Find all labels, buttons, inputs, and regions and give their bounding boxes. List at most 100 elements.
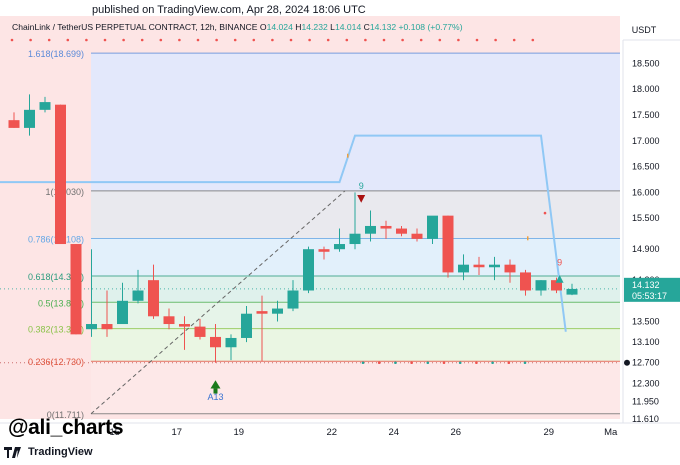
legend-part: 14.014 <box>335 22 364 32</box>
top-dot-marker <box>252 38 256 42</box>
top-dot-marker <box>326 38 330 42</box>
y-tick-label: 15.500 <box>632 213 660 223</box>
y-tick-label: 17.500 <box>632 110 660 120</box>
level-dot-marker <box>458 361 462 365</box>
top-dot-marker <box>196 38 200 42</box>
legend-part: L <box>330 22 335 32</box>
candle-body <box>241 313 252 338</box>
top-dot-marker <box>178 38 181 42</box>
top-dot-marker <box>401 38 404 42</box>
top-dot-marker <box>29 38 32 42</box>
fib-label: 0.236(12.730) <box>28 357 84 367</box>
x-tick-label: 15 <box>109 427 120 438</box>
tradingview-brand: TradingView <box>28 446 93 458</box>
level-dot-marker <box>475 361 478 365</box>
candle-body <box>473 264 485 268</box>
top-dot-marker <box>122 38 125 42</box>
candle-body <box>55 104 66 245</box>
author-handle: @ali_charts <box>8 416 124 439</box>
x-tick-label: Ma <box>604 427 618 438</box>
x-tick-label: 22 <box>326 427 337 438</box>
candle-body <box>256 311 268 314</box>
fib-label: 0.618(14.380) <box>28 272 84 282</box>
zone-0236 <box>91 361 620 414</box>
candle-body <box>365 225 376 234</box>
count-label-green: 9 <box>359 181 364 191</box>
top-dot-marker <box>382 38 386 42</box>
last-price-value: 14.132 <box>632 280 660 290</box>
y-tick-label: 18.000 <box>632 84 660 94</box>
top-dot-marker <box>345 38 349 42</box>
y-tick-label: 12.300 <box>632 378 660 388</box>
candle-body <box>287 290 299 309</box>
zone-05 <box>91 302 620 329</box>
zone-1618 <box>91 53 620 191</box>
y-tick-label: 11.610 <box>632 414 659 424</box>
buy-signal-stem <box>213 388 218 394</box>
fib-label: 0(11.711) <box>47 410 84 420</box>
level-dot-marker <box>410 361 413 365</box>
top-dot-marker <box>85 38 88 42</box>
candle-body <box>86 324 97 330</box>
top-dot-marker <box>531 38 535 42</box>
top-dot-marker <box>419 38 423 42</box>
candle-body <box>535 280 547 291</box>
zone-0382 <box>91 328 620 362</box>
top-dot-marker <box>233 38 237 42</box>
top-dot-marker <box>10 38 14 42</box>
tradingview-logo: TradingView <box>4 446 93 458</box>
last-price-tag <box>624 277 680 302</box>
candle-body <box>411 233 423 239</box>
tradingview-logo-icon <box>4 446 21 458</box>
legend-part: O <box>260 22 267 32</box>
candle-body <box>334 244 345 250</box>
level-dot-marker <box>491 361 494 365</box>
top-dot-marker <box>215 38 218 42</box>
fib-label: 0.5(13.871) <box>38 298 84 308</box>
y-tick-label: 11.950 <box>632 396 659 406</box>
candle-body <box>396 228 407 234</box>
y-tick-label: 13.100 <box>632 337 660 347</box>
red-dot-marker <box>543 211 547 215</box>
legend-line: ChainLink / TetherUS PERPETUAL CONTRACT,… <box>12 22 463 32</box>
candle-body <box>380 225 392 229</box>
candle-body <box>272 308 283 314</box>
top-dot-marker <box>47 38 51 42</box>
top-dot-marker <box>159 38 163 42</box>
top-dot-marker <box>475 38 479 42</box>
legend-part: C <box>364 22 370 32</box>
top-dot-marker <box>512 38 516 42</box>
top-dot-marker <box>438 38 442 42</box>
candle-body <box>179 324 190 327</box>
sell-signal-arrow-icon <box>357 195 366 203</box>
candle-body <box>566 288 578 295</box>
candle-body <box>101 324 113 330</box>
candle-body <box>132 290 144 301</box>
currency-label: USDT <box>632 25 657 35</box>
y-tick-label: 12.700 <box>632 358 660 368</box>
candle-body <box>225 337 237 348</box>
buy-signal-arrow-icon <box>210 380 221 389</box>
price-axis <box>623 40 680 423</box>
top-dot-marker <box>364 38 367 42</box>
candle-body <box>117 300 128 325</box>
candle-body <box>24 109 35 128</box>
candle-body <box>39 102 51 110</box>
legend-part: ChainLink / TetherUS PERPETUAL CONTRACT,… <box>12 22 260 32</box>
candle-body <box>318 249 330 252</box>
countdown-value: 05:53:17 <box>632 291 667 301</box>
top-dot-marker <box>271 38 274 42</box>
y-tick-label: 13.500 <box>632 316 660 326</box>
y-tick-label: 16.000 <box>632 187 660 197</box>
y-tick-label: 18.500 <box>632 58 660 68</box>
level-dot-marker <box>507 361 511 365</box>
top-dot-marker <box>103 38 107 42</box>
candle-body <box>442 215 454 273</box>
x-tick-label: 26 <box>450 427 461 438</box>
candle-body <box>520 272 531 291</box>
level-dot-marker <box>377 361 381 365</box>
candle-body <box>70 244 82 335</box>
top-dot-marker <box>140 38 144 42</box>
published-note: published on TradingView.com, Apr 28, 20… <box>92 4 366 16</box>
